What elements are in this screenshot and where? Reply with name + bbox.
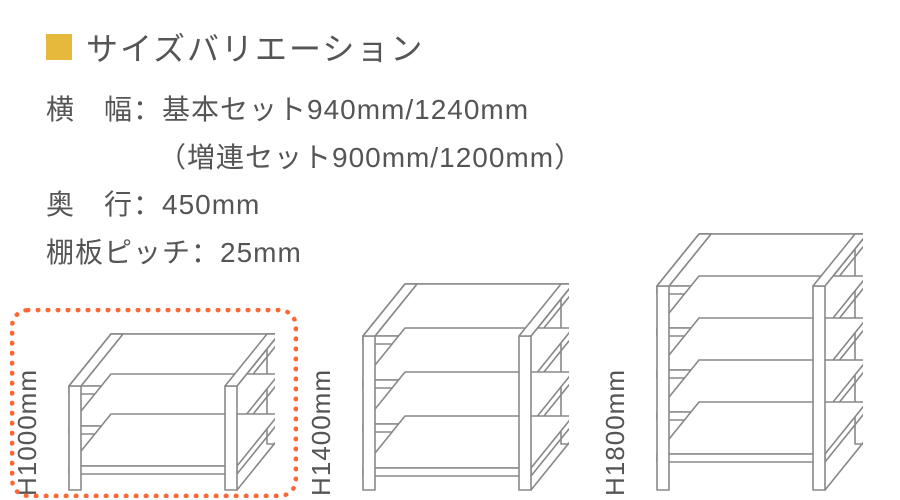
bullet-icon xyxy=(46,34,72,60)
header: サイズバリエーション xyxy=(0,0,900,70)
shelf-drawing xyxy=(633,216,863,496)
shelf-diagrams: H1000mm H1400mm H1800mm xyxy=(0,220,900,500)
shelf-variant: H1000mm xyxy=(12,316,275,496)
shelf-variant: H1800mm xyxy=(600,216,863,496)
shelf-variant: H1400mm xyxy=(306,266,569,496)
shelf-drawing xyxy=(45,316,275,496)
spec-width: 横 幅：基本セット940mm/1240mm xyxy=(46,86,900,134)
shelf-drawing xyxy=(339,266,569,496)
shelf-height-label: H1800mm xyxy=(600,363,631,496)
shelf-height-label: H1000mm xyxy=(12,363,43,496)
shelf-height-label: H1400mm xyxy=(306,363,337,496)
section-title: サイズバリエーション xyxy=(86,24,424,70)
spec-width-sub: （増連セット900mm/1200mm） xyxy=(46,134,900,182)
